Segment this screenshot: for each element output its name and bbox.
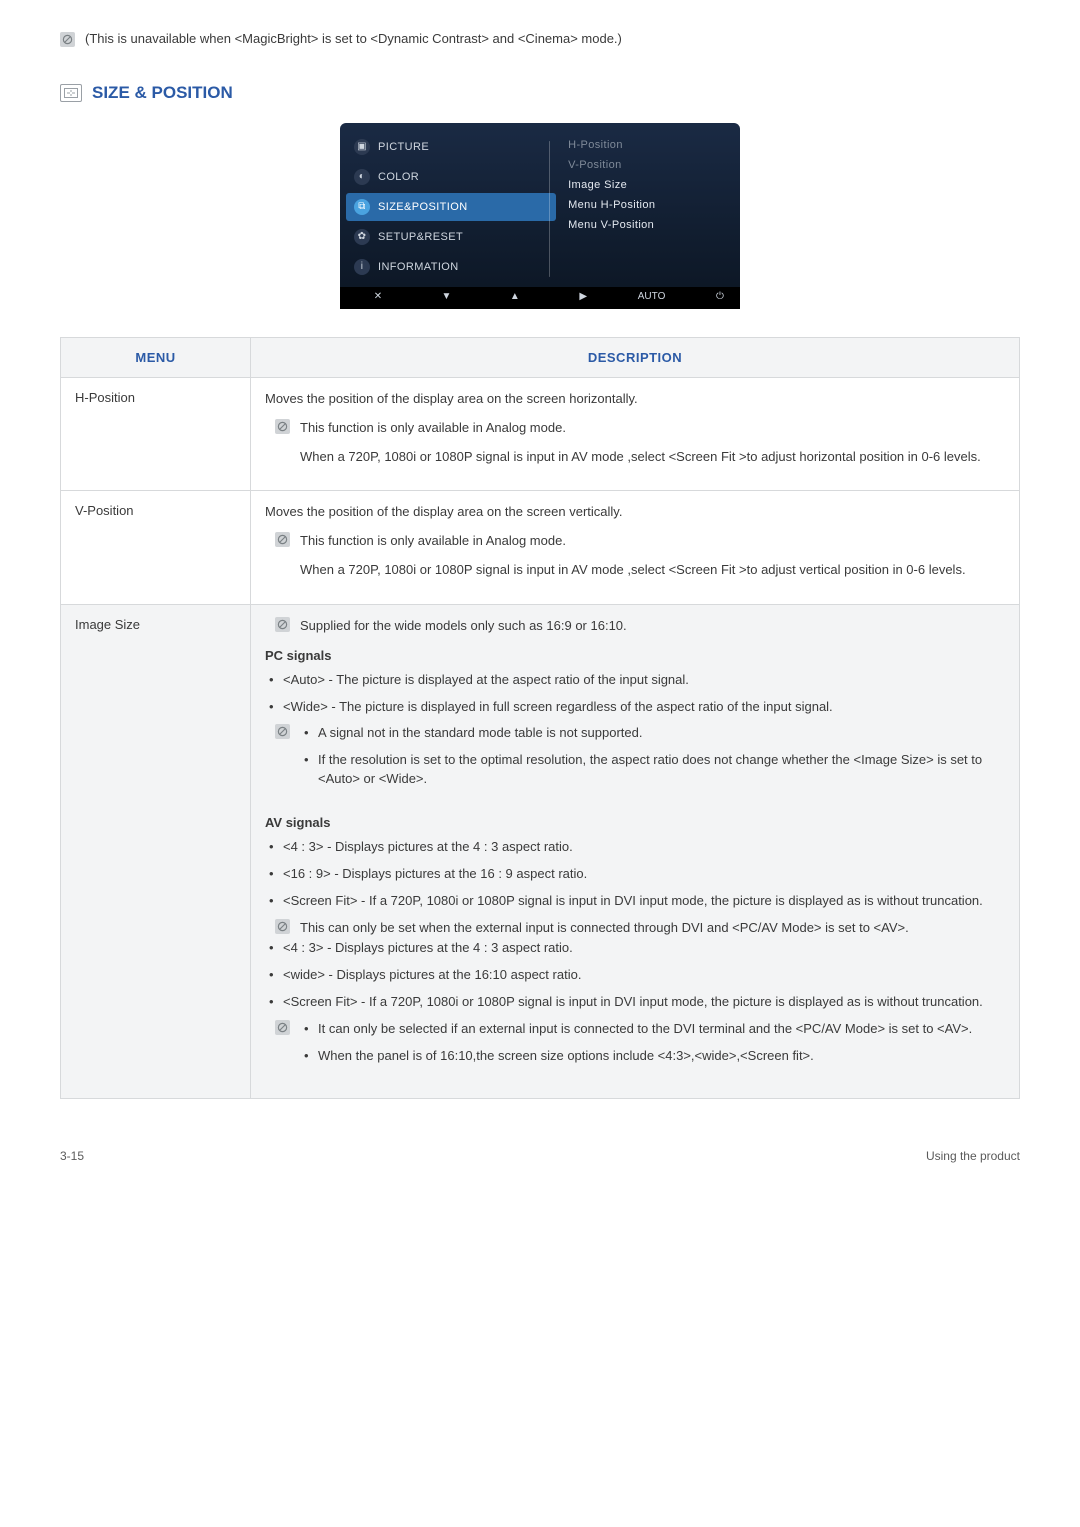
page-section: Using the product [926,1149,1020,1163]
desc-cell: Moves the position of the display area o… [251,491,1020,605]
desc-cell: Supplied for the wide models only such a… [251,604,1020,1098]
menu-cell: H-Position [61,377,251,491]
note-icon [275,532,290,547]
top-note-text: (This is unavailable when <MagicBright> … [85,30,622,49]
col-description: DESCRIPTION [251,337,1020,377]
note-icon [275,919,290,934]
top-note: (This is unavailable when <MagicBright> … [60,30,1020,49]
note-icon [275,724,290,739]
osd-right-menu: H-Position V-Position Image Size Menu H-… [556,133,728,281]
col-menu: MENU [61,337,251,377]
menu-cell: Image Size [61,604,251,1098]
osd-left-menu: ▣PICTURE ◐COLOR ⧉SIZE&POSITION ✿SETUP&RE… [346,133,556,281]
menu-cell: V-Position [61,491,251,605]
page-number: 3-15 [60,1149,84,1163]
note-icon [275,617,290,632]
description-table: MENU DESCRIPTION H-Position Moves the po… [60,337,1020,1099]
table-row: H-Position Moves the position of the dis… [61,377,1020,491]
desc-cell: Moves the position of the display area o… [251,377,1020,491]
page-footer: 3-15 Using the product [60,1149,1020,1163]
size-position-icon [60,84,82,102]
osd-screenshot: ▣PICTURE ◐COLOR ⧉SIZE&POSITION ✿SETUP&RE… [60,123,1020,309]
section-header: SIZE & POSITION [60,83,1020,103]
note-icon [275,1020,290,1035]
note-icon [60,32,75,47]
osd-footer: ✕ ▼ ▲ ▶ AUTO ⏻ [340,287,740,309]
pc-signals-head: PC signals [265,648,1005,663]
av-signals-head: AV signals [265,815,1005,830]
note-icon [275,419,290,434]
table-row: Image Size Supplied for the wide models … [61,604,1020,1098]
section-title: SIZE & POSITION [92,83,233,103]
table-row: V-Position Moves the position of the dis… [61,491,1020,605]
